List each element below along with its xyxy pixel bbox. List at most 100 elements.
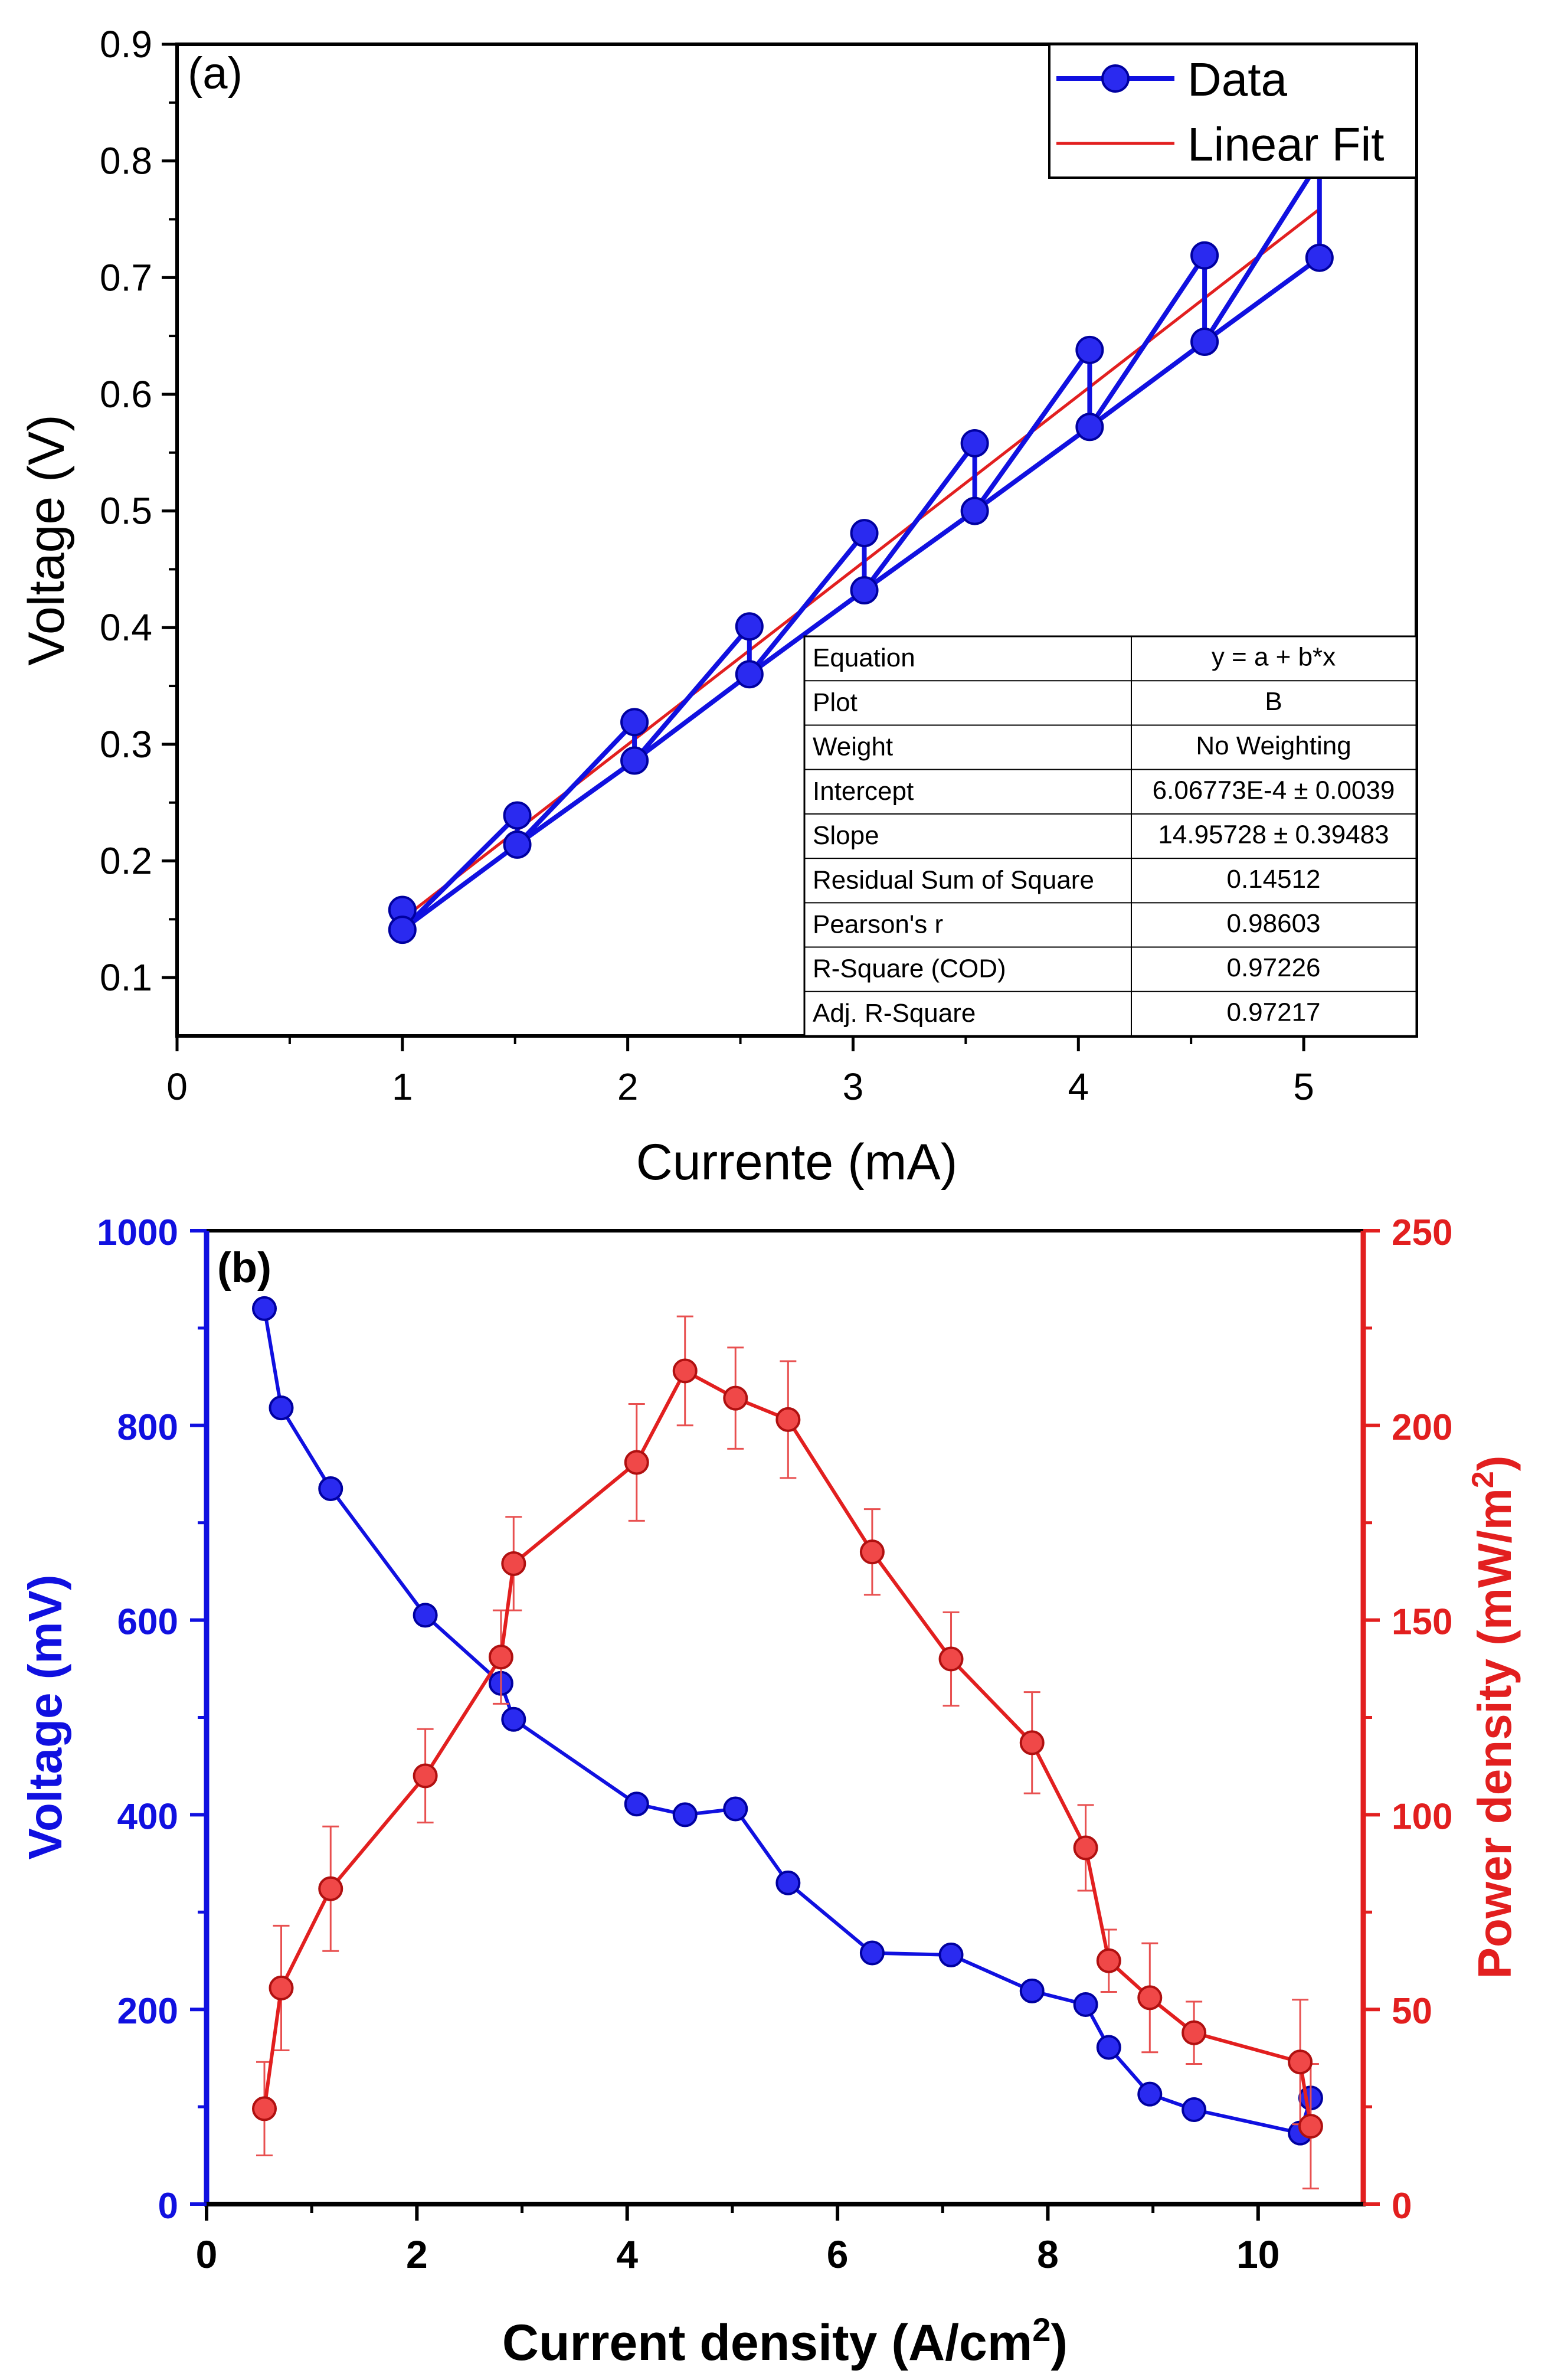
power-point [1019,1730,1045,1755]
y-tick-label: 0.3 [100,723,152,766]
y-tick-label: 0.8 [100,140,152,182]
data-point [1190,328,1219,356]
fit-table-label: Weight [813,733,893,761]
power-point [413,1763,438,1789]
voltage-point [1137,2081,1163,2107]
power-point [488,1645,513,1670]
power-point [501,1551,526,1576]
right-y-tick-label: 100 [1392,1796,1452,1837]
panel-b-label: (b) [217,1244,271,1292]
fit-table-label: R-Square (COD) [813,954,1006,983]
voltage-point [501,1706,526,1732]
power-point [1073,1835,1098,1861]
fit-table-value: 6.06773E-4 ± 0.0039 [1153,776,1395,805]
panel-b-x-title-main: Current density (A/cm [502,2314,1032,2371]
power-point [859,1539,885,1565]
fit-table-value: y = a + b*x [1212,643,1336,672]
voltage-point [938,1942,964,1967]
y-tick-label: 0.9 [100,23,152,66]
y-tick-label: 0.6 [100,373,152,416]
fit-table-border [803,635,1418,1037]
legend-entry-fit: Linear Fit [1187,118,1384,171]
panel-b-right-axis-title: Power density (mW/m2) [1466,1456,1521,1979]
panel-a-x-axis-title: Currente (mA) [636,1134,958,1191]
data-point [620,746,649,775]
power-point [1298,2114,1323,2139]
panel-b-voltage-layer [252,1296,1323,2146]
data-point [1075,335,1104,364]
fit-table-label: Residual Sum of Square [813,865,1094,894]
y-tick-label: 0.1 [100,956,152,999]
x-tick-label: 1 [392,1065,413,1108]
voltage-point [252,1296,277,1321]
fit-table-label: Slope [813,821,879,850]
panel-b-x-title-superscript: 2 [1032,2311,1050,2348]
left-y-tick-label: 600 [117,1602,178,1643]
power-point [252,2096,277,2121]
x-tick-label: 2 [406,2232,428,2276]
data-point [1190,241,1219,270]
fit-table-value: 0.97226 [1226,953,1320,982]
panel-a-plot-frame [175,42,1418,1038]
data-point [1305,243,1334,272]
x-tick-label: 10 [1236,2232,1279,2276]
data-point [960,429,989,457]
panel-b: 0 2 4 6 8 1002004006008001000050100150200250 … [19,1212,1521,2371]
voltage-point [1019,1978,1045,2003]
x-tick-label: 8 [1037,2232,1059,2276]
data-point [735,660,764,689]
data-point [960,496,989,525]
left-y-tick-label: 1000 [97,1212,178,1253]
panel-a-fit-layer [401,208,1321,920]
power-point [723,1385,748,1411]
data-point [620,708,649,737]
data-point [850,519,879,548]
x-tick-label: 3 [843,1065,864,1108]
voltage-point [1096,2035,1121,2060]
power-point [672,1358,698,1384]
fit-table-value: 0.14512 [1226,865,1320,894]
power-point [775,1407,801,1432]
voltage-point [413,1603,438,1628]
panel-b-right-title-end: ) [1468,1456,1521,1472]
fit-table-value: 14.95728 ± 0.39483 [1158,820,1389,849]
fit-table-label: Equation [813,643,915,672]
power-series-line [263,1369,1313,2127]
panel-a-y-axis-title: Voltage (V) [18,414,75,665]
right-y-tick-label: 50 [1392,1991,1432,2032]
fit-table-label: Intercept [813,777,914,806]
power-point [1137,1985,1163,2010]
panel-a: 0 1 2 3 4 5 0.1 0.2 0.3 0.4 0.5 0.6 0.7 0.8 0.9 (a) Cu… [18,23,1418,1191]
y-tick-label: 0.2 [100,840,152,882]
power-point [269,1975,294,2000]
fit-table-value: 0.98603 [1226,909,1320,938]
x-tick-label: 2 [617,1065,639,1108]
right-y-tick-label: 150 [1392,1602,1452,1643]
right-y-tick-label: 250 [1392,1212,1452,1253]
left-y-tick-label: 400 [117,1796,178,1837]
x-tick-label: 4 [1068,1065,1089,1108]
y-tick-label: 0.5 [100,490,152,532]
power-point [624,1450,649,1475]
voltage-point [775,1870,801,1895]
left-y-tick-label: 800 [117,1407,178,1448]
power-point [1288,2049,1313,2075]
legend-data-marker [1101,64,1130,93]
panel-a-legend: Data Linear Fit [1048,43,1418,179]
data-point [388,916,417,944]
x-tick-label: 5 [1293,1065,1314,1108]
power-point [1096,1948,1121,1973]
fit-table-label: Plot [813,688,858,717]
fit-statistics-table: Equation y = a + b*x Plot B Weight No Weighti… [803,635,1418,1037]
voltage-point [859,1940,885,1966]
panel-b-right-title-main: Power density (mW/m [1468,1488,1521,1979]
linear-fit-line [401,208,1321,920]
power-point [318,1876,343,1901]
panel-b-power-layer [252,1315,1323,2190]
panel-b-x-axis-title: Current density (A/cm2) [502,2311,1068,2371]
power-point [1182,2020,1207,2045]
y-tick-label: 0.4 [100,606,152,649]
panel-a-axes: 0 1 2 3 4 5 0.1 0.2 0.3 0.4 0.5 0.6 0.7 0.8 0.9 [100,23,1314,1108]
